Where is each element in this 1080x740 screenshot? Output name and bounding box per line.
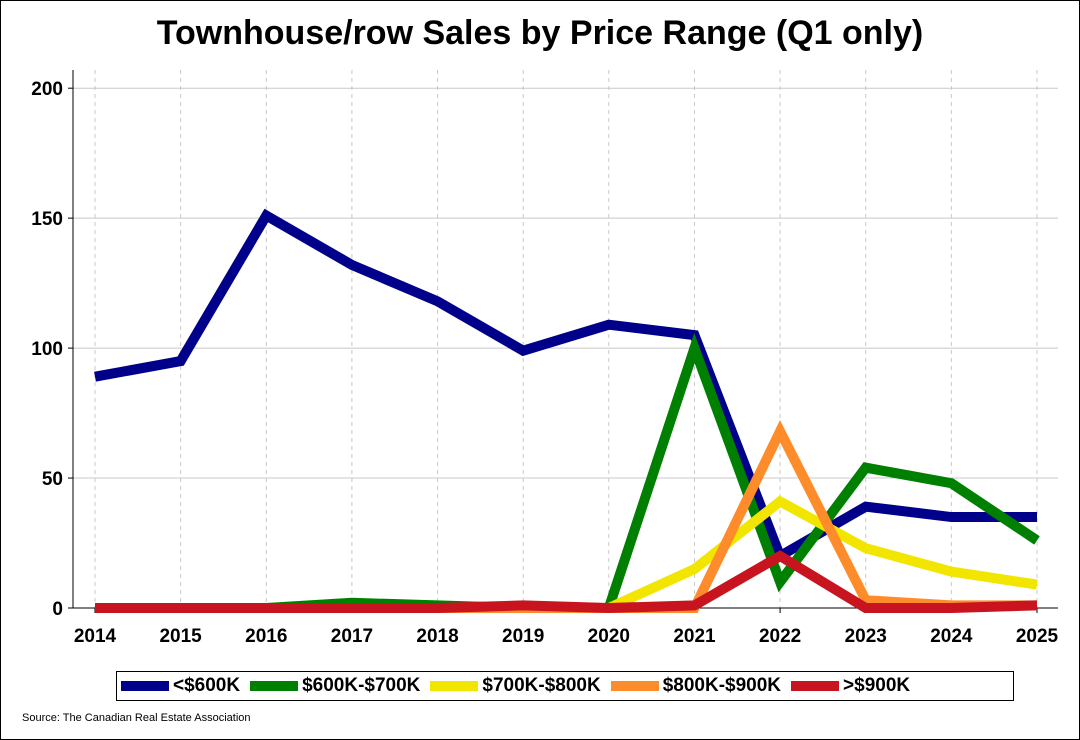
- x-tick-label: 2018: [416, 626, 458, 647]
- legend-swatch: [791, 681, 840, 691]
- x-tick-label: 2023: [845, 626, 887, 647]
- series-line-4: [95, 420, 1037, 613]
- legend-label: $800K-$900K: [662, 675, 782, 696]
- legend-item: $700K-$800K: [430, 675, 601, 697]
- x-tick-label: 2014: [74, 626, 117, 647]
- legend-swatch: [250, 681, 299, 691]
- x-tick-label: 2022: [759, 626, 801, 647]
- y-tick-label: 100: [31, 339, 63, 360]
- y-tick-label: 0: [52, 599, 63, 620]
- x-tick-label: 2021: [673, 626, 716, 647]
- legend-item: >$900K: [791, 675, 910, 697]
- legend-label: $700K-$800K: [482, 675, 601, 696]
- x-tick-label: 2017: [331, 626, 373, 647]
- x-tick-label: 2025: [1016, 626, 1059, 647]
- series-line-5: [95, 550, 1038, 614]
- chart-legend: <$600K $600K-$700K $700K-$800K $800K-$900K >…: [116, 671, 1014, 701]
- legend-item: <$600K: [121, 675, 240, 697]
- legend-label: $600K-$700K: [302, 675, 421, 696]
- y-tick-label: 200: [31, 79, 63, 100]
- legend-label: >$900K: [843, 675, 911, 696]
- x-tick-label: 2024: [930, 626, 973, 647]
- chart-title: Townhouse/row Sales by Price Range (Q1 o…: [156, 14, 924, 52]
- series-line-3: [95, 495, 1038, 613]
- series-line-1: [94, 208, 1037, 564]
- x-tick-label: 2016: [245, 626, 287, 647]
- x-tick-label: 2015: [159, 626, 202, 647]
- y-tick-label: 150: [31, 209, 63, 230]
- source-note: Source: The Canadian Real Estate Associa…: [22, 712, 251, 724]
- x-tick-label: 2019: [502, 626, 544, 647]
- legend-swatch: [610, 681, 659, 691]
- legend-label: <$600K: [173, 675, 241, 696]
- legend-item: $800K-$900K: [610, 675, 782, 697]
- legend-swatch: [121, 681, 169, 691]
- legend-item: $600K-$700K: [250, 675, 420, 697]
- y-tick-label: 50: [42, 469, 63, 490]
- legend-swatch: [430, 681, 479, 691]
- x-tick-label: 2020: [588, 626, 630, 647]
